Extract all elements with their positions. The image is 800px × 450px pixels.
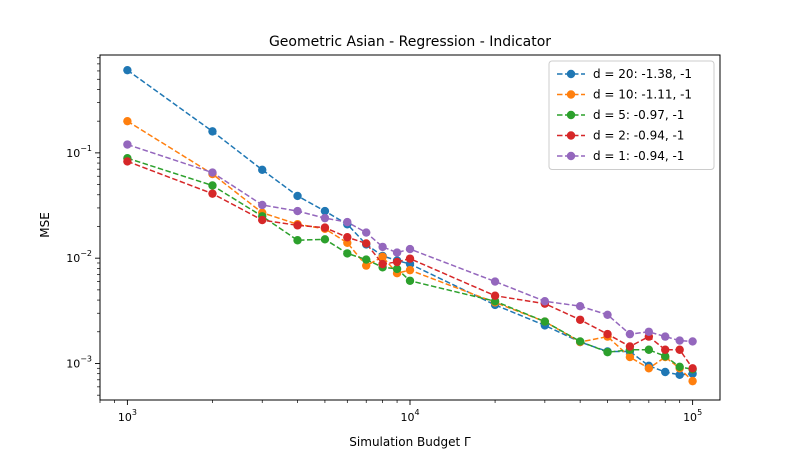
data-point: [378, 252, 387, 262]
x-tick-label: 105: [683, 408, 702, 424]
data-point: [258, 215, 267, 225]
data-point: [675, 336, 684, 345]
data-point: [405, 244, 415, 254]
data-point: [661, 332, 670, 341]
data-point: [405, 265, 415, 275]
data-point: [293, 206, 302, 216]
data-point: [208, 127, 217, 136]
y-tick-label: 10−3: [66, 354, 92, 370]
data-point: [343, 217, 352, 227]
legend-marker: [566, 151, 576, 161]
data-point: [625, 329, 635, 339]
data-point: [343, 249, 352, 258]
legend-marker: [566, 131, 576, 140]
data-point: [490, 277, 500, 286]
data-point: [688, 376, 697, 386]
legend-label: d = 1: -0.94, -1: [593, 149, 684, 163]
y-axis-label: MSE: [38, 212, 52, 238]
data-point: [661, 367, 670, 377]
data-point: [378, 259, 387, 269]
data-point: [293, 236, 302, 245]
data-point: [362, 255, 371, 264]
data-point: [343, 233, 352, 242]
data-point: [258, 200, 267, 210]
data-point: [688, 337, 697, 346]
data-point: [320, 223, 330, 232]
data-point: [575, 301, 585, 311]
legend: d = 20: -1.38, -1 d = 10: -1.11, -1 d = 5:…: [548, 60, 715, 170]
x-axis-label: Simulation Budget Γ: [349, 435, 471, 449]
legend-marker: [566, 90, 576, 99]
data-point: [540, 297, 550, 306]
legend-label: d = 5: -0.97, -1: [593, 108, 684, 122]
data-point: [603, 310, 612, 319]
data-point: [644, 327, 654, 336]
data-point: [644, 345, 654, 354]
data-point: [378, 242, 387, 252]
legend-marker: [566, 110, 576, 120]
plot-area: [123, 65, 697, 386]
data-point: [392, 264, 402, 274]
legend-label: d = 2: -0.94, -1: [593, 129, 684, 143]
data-point: [540, 317, 550, 326]
data-point: [575, 337, 585, 346]
data-point: [208, 189, 217, 198]
x-tick-label: 103: [118, 408, 137, 424]
legend-label: d = 20: -1.38, -1: [593, 67, 692, 81]
data-point: [675, 362, 684, 371]
data-point: [362, 228, 371, 237]
data-point: [644, 364, 654, 373]
data-point: [208, 168, 217, 177]
y-tick-label: 10−1: [66, 144, 92, 160]
data-point: [258, 165, 267, 175]
data-point: [603, 329, 612, 339]
data-point: [675, 370, 684, 380]
data-point: [208, 181, 217, 190]
data-point: [320, 213, 330, 223]
data-point: [688, 364, 697, 373]
y-tick-label: 10−2: [66, 249, 92, 265]
data-point: [362, 261, 371, 270]
data-point: [293, 191, 302, 201]
data-point: [362, 239, 371, 248]
data-point: [392, 248, 402, 257]
data-point: [123, 116, 132, 126]
data-point: [661, 352, 670, 361]
chart-title: Geometric Asian - Regression - Indicator: [269, 34, 551, 50]
axes: 103 104 105 10−3 10−2 10−1: [66, 54, 721, 424]
legend-box: [548, 60, 715, 170]
data-point: [405, 276, 415, 285]
data-point: [661, 345, 670, 354]
data-point: [293, 221, 302, 230]
x-tick-label: 104: [400, 408, 419, 424]
legend-label: d = 10: -1.11, -1: [593, 88, 692, 102]
data-point: [625, 352, 635, 362]
data-point: [123, 65, 132, 75]
data-point: [603, 347, 612, 357]
data-point: [123, 140, 132, 149]
data-point: [320, 235, 330, 244]
data-point: [392, 257, 402, 267]
data-point: [675, 345, 684, 354]
data-point: [123, 157, 132, 166]
data-point: [490, 291, 500, 300]
data-point: [625, 342, 635, 351]
data-point: [320, 206, 330, 216]
legend-marker: [566, 69, 576, 79]
data-point: [405, 254, 415, 263]
data-point: [575, 315, 585, 324]
